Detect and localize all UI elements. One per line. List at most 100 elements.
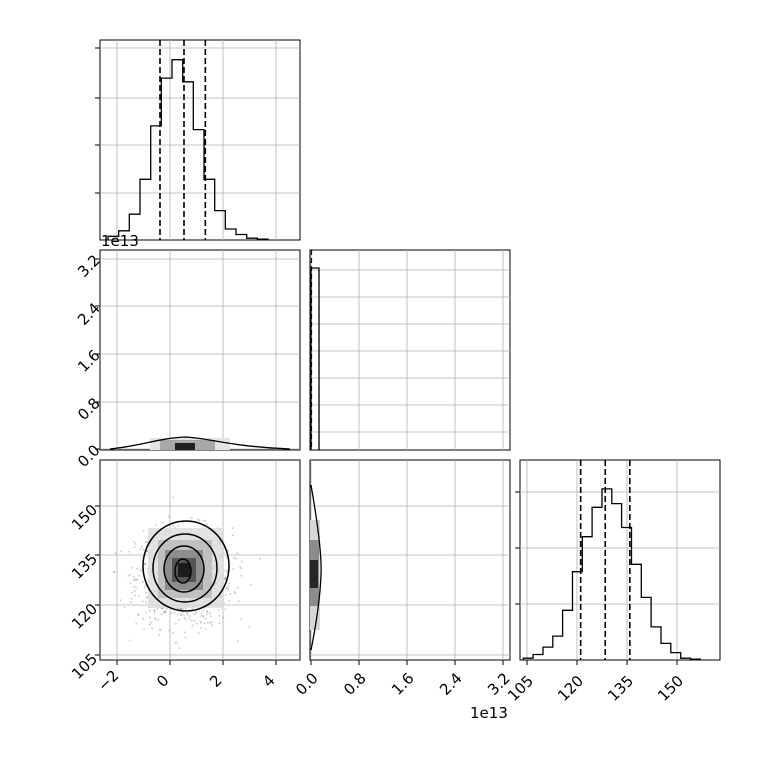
scatter-point xyxy=(236,586,239,589)
scatter-point xyxy=(144,584,147,586)
xtick-p1-2: 2 xyxy=(206,671,225,690)
panel-hist-1-grid xyxy=(100,40,300,240)
scatter-point xyxy=(233,591,236,593)
scatter-point xyxy=(206,610,209,613)
panel-hist-3-frame xyxy=(519,459,721,661)
scatter-point xyxy=(132,585,135,588)
scatter-point xyxy=(240,574,243,577)
ytick-p2-2: 1.6 xyxy=(74,346,104,376)
xtick-p2-3: 2.4 xyxy=(436,669,466,699)
scatter-point xyxy=(158,633,161,636)
scatter-point xyxy=(197,632,200,634)
panel-hist-3: 105 120 135 150 xyxy=(504,459,721,705)
scatter-point xyxy=(191,624,194,627)
scatter-point xyxy=(224,587,227,590)
scatter-point xyxy=(142,617,145,620)
scatter-point xyxy=(167,515,170,518)
scatter-point xyxy=(135,586,138,589)
scatter-point xyxy=(170,612,173,615)
joint-1-3-density-l5 xyxy=(178,563,190,577)
scatter-point xyxy=(198,519,201,522)
panel-hist-1-yticks xyxy=(95,47,100,194)
scatter-point xyxy=(204,519,207,522)
scatter-point xyxy=(188,617,191,620)
scatter-point xyxy=(229,593,232,596)
joint-1-3-contour-2 xyxy=(152,533,218,603)
panel-hist-2 xyxy=(309,249,511,451)
scatter-point xyxy=(208,612,211,614)
xtick-p2-1: 0.8 xyxy=(340,669,370,699)
ytick-p2-3: 2.4 xyxy=(74,299,104,329)
scatter-point xyxy=(183,631,186,634)
scatter-point xyxy=(134,594,137,597)
scatter-point xyxy=(193,619,196,622)
panel-joint-1-2-yticks xyxy=(95,258,100,450)
scatter-point xyxy=(185,618,187,621)
scatter-point xyxy=(146,550,149,553)
scatter-point xyxy=(205,523,208,526)
scatter-point xyxy=(190,516,193,519)
scatter-point xyxy=(120,550,123,553)
scatter-point xyxy=(113,571,116,574)
hist-1-quantile-lines xyxy=(159,40,207,240)
panel-hist-1-frame xyxy=(99,39,301,241)
scatter-point xyxy=(205,613,208,616)
joint-1-3-contour-3 xyxy=(163,545,205,593)
scatter-point xyxy=(131,591,134,594)
panel-hist-3-ticks xyxy=(515,491,678,665)
ytick-p2-4: 3.2 xyxy=(74,251,104,281)
scatter-point xyxy=(139,569,142,572)
scatter-point xyxy=(146,541,148,544)
scatter-point xyxy=(153,610,156,613)
scatter-point xyxy=(114,552,117,555)
hist-3-quantile-lines xyxy=(579,460,631,660)
scatter-point xyxy=(183,616,186,619)
xtick-p2-2: 1.6 xyxy=(388,669,418,699)
scatter-point xyxy=(234,592,237,595)
xtick-p3-0: 105 xyxy=(504,672,537,705)
scatter-point xyxy=(186,613,189,616)
scatter-point xyxy=(235,557,238,560)
scatter-point xyxy=(200,621,203,624)
scatter-point xyxy=(153,612,156,615)
scatter-point xyxy=(149,616,152,619)
scatter-point xyxy=(158,629,161,631)
scatter-point xyxy=(129,582,132,585)
scatter-point xyxy=(181,521,184,524)
scatter-point xyxy=(240,560,243,563)
scatter-point xyxy=(175,641,178,644)
scatter-point xyxy=(240,618,243,621)
scatter-point xyxy=(203,622,206,624)
scatter-point xyxy=(157,619,160,621)
scatter-point xyxy=(218,614,221,617)
panel-joint-1-3-grid xyxy=(100,460,300,660)
xtick-p1-0: −2 xyxy=(94,666,122,694)
scatter-point xyxy=(195,622,198,625)
scatter-point xyxy=(127,574,130,577)
scatter-point xyxy=(224,608,227,611)
scatter-point xyxy=(180,614,183,617)
scatter-point xyxy=(136,567,139,570)
scatter-point xyxy=(179,607,182,610)
scatter-point xyxy=(193,613,196,616)
joint-1-2-contour xyxy=(109,436,291,450)
scatter-point xyxy=(129,601,132,604)
scatter-point xyxy=(144,541,147,544)
scatter-point xyxy=(226,571,229,573)
scatter-point xyxy=(225,556,228,558)
scatter-point xyxy=(206,621,209,624)
scatter-point xyxy=(173,611,176,614)
panel-joint-1-2: 1e13 0.0 0.8 1.6 2.4 3.2 xyxy=(74,232,301,471)
scatter-point xyxy=(178,618,181,621)
scatter-point xyxy=(210,620,213,623)
scatter-point xyxy=(182,614,185,617)
scatter-point xyxy=(208,621,211,624)
scatter-point xyxy=(148,623,151,626)
scatter-point xyxy=(186,611,189,614)
scatter-point xyxy=(150,621,152,624)
joint-2-3-density xyxy=(310,484,322,651)
scatter-point xyxy=(130,566,133,569)
scatter-point xyxy=(226,587,229,590)
scatter-point xyxy=(224,578,227,581)
